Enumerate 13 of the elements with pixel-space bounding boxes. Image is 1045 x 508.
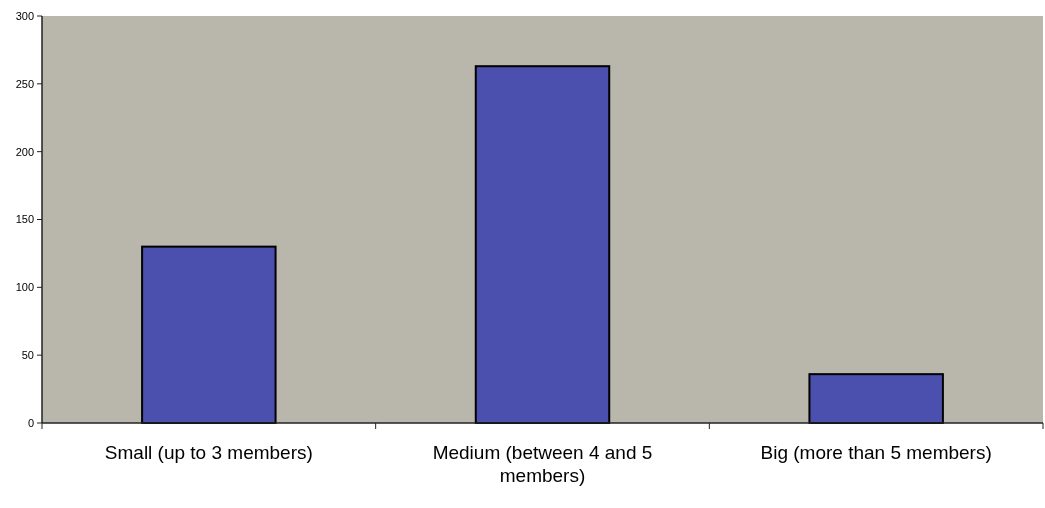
y-tick-label: 0 bbox=[27, 416, 34, 429]
x-tick-label: Small (up to 3 members) bbox=[104, 442, 313, 463]
bar bbox=[808, 373, 944, 424]
y-tick-label: 100 bbox=[15, 281, 34, 294]
bar bbox=[474, 65, 611, 424]
y-tick-label: 300 bbox=[15, 9, 34, 22]
y-tick-label: 250 bbox=[15, 77, 34, 90]
y-tick-label: 200 bbox=[15, 145, 34, 158]
y-tick-label: 50 bbox=[21, 349, 34, 362]
x-tick-label: Big (more than 5 members) bbox=[760, 442, 992, 463]
bar bbox=[141, 245, 277, 424]
y-tick-label: 150 bbox=[15, 213, 34, 226]
x-tick-label: Medium (between 4 and 5 members) bbox=[432, 442, 653, 486]
